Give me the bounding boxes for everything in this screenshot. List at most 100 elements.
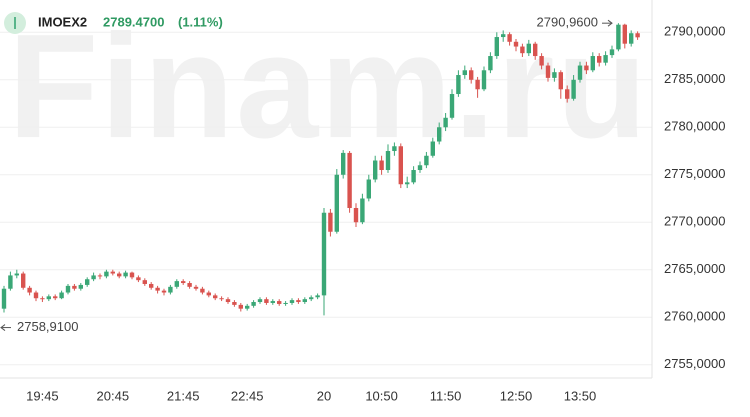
candle-body bbox=[565, 89, 570, 99]
candle-body bbox=[200, 288, 205, 293]
candle-body bbox=[373, 160, 378, 180]
candle-body bbox=[539, 56, 544, 66]
candle-body bbox=[59, 292, 64, 299]
candle-body bbox=[289, 300, 295, 303]
candle-body bbox=[117, 273, 122, 277]
candle-body bbox=[398, 146, 403, 185]
candle-body bbox=[334, 174, 339, 232]
candle-body bbox=[533, 43, 538, 57]
candle-body bbox=[219, 298, 224, 300]
candle-body bbox=[174, 281, 179, 287]
candle-body bbox=[321, 212, 327, 296]
candle-body bbox=[616, 24, 621, 50]
y-tick-label: 2770,0000 bbox=[664, 214, 725, 229]
y-tick-label: 2790,0000 bbox=[664, 24, 725, 39]
candle-body bbox=[405, 182, 410, 185]
low-arrow-head bbox=[0, 324, 6, 331]
candle-body bbox=[501, 34, 506, 38]
candle-body bbox=[270, 301, 275, 303]
candle-body bbox=[296, 300, 301, 303]
candle-body bbox=[245, 305, 250, 309]
x-tick-label: 12:50 bbox=[500, 388, 533, 403]
candle-body bbox=[597, 56, 602, 63]
candle-body bbox=[91, 275, 96, 280]
y-tick-label: 2755,0000 bbox=[664, 356, 725, 371]
candle-body bbox=[283, 302, 288, 304]
candle-body bbox=[129, 272, 135, 278]
symbol-icon-glyph bbox=[14, 17, 16, 29]
candle-body bbox=[552, 72, 557, 78]
candle-body bbox=[385, 151, 391, 171]
candle-body bbox=[187, 283, 192, 287]
candle-body bbox=[97, 275, 103, 277]
candle-body bbox=[21, 273, 26, 288]
candle-body bbox=[494, 37, 499, 57]
candle-body bbox=[424, 155, 429, 166]
candle-body bbox=[104, 271, 109, 277]
candle-body bbox=[360, 198, 365, 223]
y-tick-label: 2780,0000 bbox=[664, 119, 725, 134]
candle-body bbox=[437, 127, 442, 142]
candle-body bbox=[8, 275, 13, 289]
candle-body bbox=[78, 284, 83, 289]
candle-body bbox=[430, 141, 435, 156]
candle-body bbox=[622, 24, 627, 44]
candle-body bbox=[456, 75, 461, 95]
candle-body bbox=[603, 55, 608, 63]
candle-body bbox=[1, 288, 7, 309]
candle-body bbox=[168, 286, 173, 293]
candle-body bbox=[577, 65, 583, 80]
candle-body bbox=[366, 179, 371, 199]
candle-body bbox=[238, 304, 243, 309]
candle-body bbox=[225, 299, 231, 303]
y-tick-label: 2775,0000 bbox=[664, 166, 725, 181]
candle-body bbox=[309, 297, 314, 300]
candle-body bbox=[520, 46, 525, 54]
candle-body bbox=[155, 287, 160, 291]
candle-body bbox=[257, 299, 263, 303]
candle-body bbox=[475, 79, 480, 90]
candle-body bbox=[526, 43, 531, 54]
watermark: Finam.ru bbox=[8, 4, 649, 169]
x-tick-label: 21:45 bbox=[167, 388, 200, 403]
candle-body bbox=[123, 272, 128, 277]
candle-body bbox=[449, 94, 455, 118]
candle-body bbox=[181, 281, 186, 284]
candle-body bbox=[417, 165, 423, 171]
candle-body bbox=[136, 277, 141, 281]
candle-body bbox=[277, 301, 282, 304]
candle-body bbox=[14, 273, 19, 276]
x-tick-label: 20 bbox=[317, 388, 331, 403]
candle-body bbox=[315, 295, 320, 298]
candle-body bbox=[609, 49, 615, 56]
candle-body bbox=[33, 292, 39, 299]
high-annotation: 2790,9600 bbox=[537, 15, 598, 30]
candle-body bbox=[302, 299, 307, 303]
price-change: (1.11%) bbox=[178, 14, 223, 29]
candle-body bbox=[545, 65, 551, 78]
candle-body bbox=[488, 56, 493, 71]
candle-body bbox=[629, 33, 634, 44]
candle-body bbox=[251, 302, 256, 306]
candle-body bbox=[193, 286, 199, 289]
x-tick-label: 22:45 bbox=[231, 388, 264, 403]
y-tick-label: 2765,0000 bbox=[664, 261, 725, 276]
candle-body bbox=[149, 283, 154, 288]
candle-body bbox=[72, 285, 77, 289]
candle-body bbox=[142, 280, 147, 284]
candle-body bbox=[635, 33, 640, 38]
candle-body bbox=[507, 34, 512, 42]
candle-body bbox=[328, 212, 333, 232]
candle-body bbox=[469, 70, 474, 80]
candle-body bbox=[443, 117, 448, 128]
candle-body bbox=[46, 296, 51, 300]
x-tick-label: 10:50 bbox=[365, 388, 398, 403]
y-tick-label: 2785,0000 bbox=[664, 71, 725, 86]
candle-body bbox=[53, 296, 58, 299]
candle-body bbox=[85, 279, 90, 285]
low-annotation: 2758,9100 bbox=[17, 319, 78, 334]
x-tick-label: 13:50 bbox=[564, 388, 597, 403]
background-layer: Finam.ru bbox=[0, 4, 652, 366]
